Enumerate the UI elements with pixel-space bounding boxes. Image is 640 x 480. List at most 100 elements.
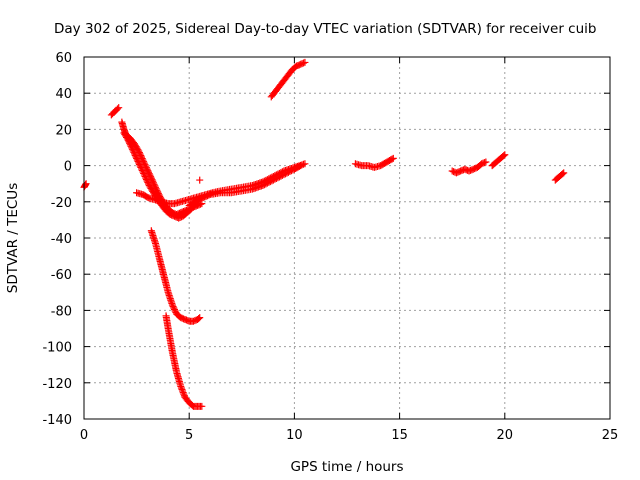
data-point (281, 170, 289, 178)
data-point (141, 172, 149, 180)
plot-area (80, 58, 568, 410)
series-cluster-14 (351, 154, 397, 171)
data-point (129, 147, 137, 155)
data-point (300, 59, 308, 67)
data-point (139, 168, 147, 176)
data-point (123, 135, 131, 143)
data-point (389, 154, 397, 162)
data-point (275, 173, 283, 181)
data-point (180, 390, 188, 398)
gridlines (84, 57, 610, 419)
data-point (138, 165, 146, 173)
data-point (138, 166, 146, 174)
data-point (259, 182, 267, 190)
data-point (136, 162, 144, 170)
data-point (560, 169, 568, 177)
data-point (128, 144, 136, 152)
y-axis-label: SDTVAR / TECUs (5, 183, 21, 293)
series-arc-steep-2 (162, 312, 206, 410)
data-point (274, 174, 282, 182)
data-point (143, 177, 151, 185)
data-point (263, 179, 271, 187)
data-point (133, 154, 141, 162)
data-point (126, 139, 134, 147)
data-point (142, 175, 150, 183)
data-point (297, 162, 305, 170)
data-point (170, 305, 178, 313)
data-point (269, 176, 277, 184)
data-point (128, 145, 136, 153)
data-point (178, 386, 186, 394)
data-point (127, 142, 135, 150)
x-tick-label: 15 (391, 428, 408, 443)
x-axis-label: GPS time / hours (290, 459, 403, 475)
series-arc-steep-1 (147, 227, 204, 325)
data-point (170, 304, 178, 312)
data-point (135, 159, 143, 167)
data-point (171, 307, 179, 315)
y-tick-label: -40 (51, 232, 72, 247)
data-point (115, 104, 123, 112)
series-cluster-18 (448, 158, 490, 177)
x-tick-label: 10 (286, 428, 303, 443)
data-point (145, 180, 153, 188)
data-point (205, 191, 213, 199)
data-point (140, 169, 148, 177)
y-tick-label: 20 (55, 123, 72, 138)
x-tick-label: 20 (497, 428, 514, 443)
y-tick-label: -60 (51, 268, 72, 283)
data-point (265, 178, 273, 186)
data-point (500, 152, 508, 160)
data-point (135, 160, 143, 168)
data-point (280, 171, 288, 179)
data-point (260, 181, 268, 189)
data-point (268, 177, 276, 185)
data-point (195, 315, 203, 323)
y-tick-label: -80 (51, 304, 72, 319)
y-tick-label: 60 (55, 51, 72, 66)
data-point (271, 175, 279, 183)
data-point (168, 301, 176, 309)
series-isolated-early (107, 104, 123, 119)
data-point (133, 156, 141, 164)
data-point (286, 168, 294, 176)
data-point (301, 58, 309, 66)
data-point (130, 150, 138, 158)
data-point (144, 178, 152, 186)
data-point (301, 160, 309, 168)
data-point (295, 162, 303, 170)
chart-title: Day 302 of 2025, Sidereal Day-to-day VTE… (54, 21, 596, 37)
data-point (284, 168, 292, 176)
data-point (283, 169, 291, 177)
series-arc-down-2 (120, 129, 195, 222)
data-point (126, 141, 134, 149)
x-tick-label: 25 (602, 428, 619, 443)
data-point (177, 382, 185, 390)
series-cluster-22.7 (551, 169, 568, 184)
data-point (559, 170, 567, 178)
series-arc-high (267, 58, 309, 101)
data-point (140, 171, 148, 179)
y-tick-label: 40 (55, 87, 72, 102)
data-point (179, 387, 187, 395)
data-point (388, 155, 396, 163)
data-point (113, 105, 121, 113)
data-point (287, 167, 295, 175)
data-point (142, 174, 150, 182)
data-point (266, 178, 274, 186)
data-point (196, 176, 204, 184)
data-point (132, 153, 140, 161)
data-point (272, 175, 280, 183)
data-point (134, 157, 142, 165)
data-point (130, 148, 138, 156)
x-tick-label: 0 (80, 428, 88, 443)
data-point (198, 402, 206, 410)
y-tick-label: -140 (42, 413, 72, 428)
y-tick-label: -20 (51, 196, 72, 211)
data-point (124, 136, 132, 144)
data-point (131, 151, 139, 159)
data-point (262, 180, 270, 188)
x-tick-label: 5 (185, 428, 193, 443)
series-isolated-5.5 (196, 176, 204, 184)
